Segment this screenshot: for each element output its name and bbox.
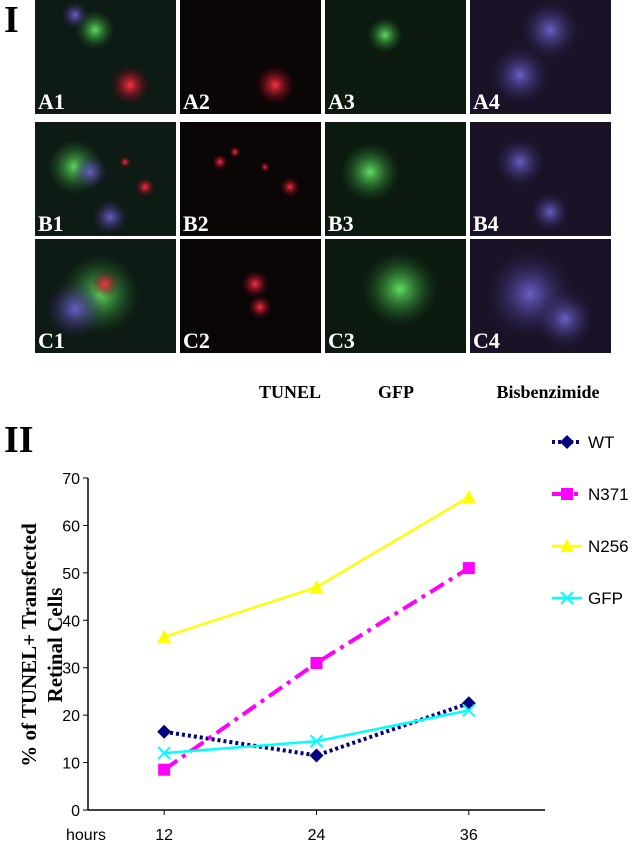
cell-blob [362, 251, 438, 327]
legend-label: WT [588, 433, 614, 452]
cell-blob [110, 65, 150, 105]
panel-label: B4 [473, 211, 499, 236]
marker [461, 696, 476, 711]
micrograph-grid: A1 A2 A3 A4 B1 B2 B3 B4 C1 C2 C3 C4 [35, 0, 611, 353]
marker [560, 539, 574, 552]
x-tick-label: 24 [308, 827, 326, 844]
panel-label: C2 [183, 328, 210, 353]
marker [310, 656, 323, 669]
cell-blob [45, 279, 105, 339]
cell-blob [280, 177, 300, 197]
panel-label: A4 [473, 89, 500, 114]
marker [309, 748, 324, 763]
panel-label: C3 [328, 328, 355, 353]
column-label: GFP [378, 382, 414, 402]
cell-blob [212, 154, 228, 170]
series-line [163, 701, 470, 758]
legend-label: GFP [588, 589, 623, 608]
marker [157, 724, 172, 739]
cell-blob [229, 146, 241, 158]
marker [560, 591, 574, 605]
column-label: TUNEL [259, 382, 321, 402]
y-label-line: Retinal Cells [43, 588, 67, 703]
panel-label: B1 [38, 211, 64, 236]
y-label-line: % of TUNEL+ Transfected [17, 523, 41, 767]
cell-blob [241, 270, 269, 298]
cell-blob [119, 156, 131, 168]
cell-blob [520, 0, 580, 60]
cell-blob [530, 192, 570, 232]
panel-label: C1 [38, 328, 65, 353]
y-tick-label: 0 [71, 803, 80, 820]
y-tick-label: 40 [62, 613, 80, 630]
x-tick-label: 12 [155, 827, 173, 844]
marker [560, 435, 574, 449]
y-axis-title: % of TUNEL+ Transfected Retinal Cells [17, 523, 67, 767]
marker [561, 488, 573, 500]
legend-label: N371 [588, 485, 629, 504]
cell-blob [61, 1, 89, 29]
panel-label: C4 [473, 328, 500, 353]
panel-label: A2 [183, 89, 210, 114]
y-tick-label: 10 [62, 756, 80, 773]
marker [462, 562, 475, 575]
marker [309, 580, 324, 594]
y-tick-label: 70 [62, 471, 80, 488]
cell-blob [535, 289, 595, 349]
marker [158, 763, 171, 776]
y-tick-label: 20 [62, 708, 80, 725]
cell-blob [490, 45, 550, 105]
chart: 0 10 20 30 40 50 60 70 12 24 36 WT N371 N256 GFP [62, 433, 628, 844]
micrograph [180, 0, 321, 114]
cell-blob [340, 142, 400, 202]
marker [309, 734, 324, 748]
marker [157, 746, 171, 760]
column-label: Bisbenzimide [496, 382, 599, 402]
micrograph [180, 122, 321, 236]
cell-blob [135, 177, 155, 197]
panel-label: A3 [328, 89, 355, 114]
series-line [164, 709, 470, 755]
cell-blob [248, 295, 272, 319]
x-axis-title: hours [66, 827, 106, 844]
series-line [163, 495, 470, 639]
cell-blob [260, 162, 270, 172]
panel-label: B2 [183, 211, 209, 236]
marker [462, 703, 476, 718]
cell-blob [92, 199, 128, 235]
micrograph [325, 0, 466, 114]
y-tick-label: 50 [62, 566, 80, 583]
y-tick-label: 30 [62, 661, 80, 678]
x-tick-label: 36 [460, 827, 478, 844]
cell-blob [72, 154, 108, 190]
y-tick-label: 60 [62, 518, 80, 535]
legend-label: N256 [588, 537, 629, 556]
panel-label: B3 [328, 211, 354, 236]
cell-blob [495, 137, 545, 187]
cell-blob [367, 17, 403, 53]
panel-label: A1 [38, 89, 65, 114]
section-label: II [4, 419, 34, 461]
marker [461, 489, 476, 503]
section-label: I [4, 0, 19, 41]
cell-blob [255, 65, 295, 105]
marker [157, 629, 172, 643]
